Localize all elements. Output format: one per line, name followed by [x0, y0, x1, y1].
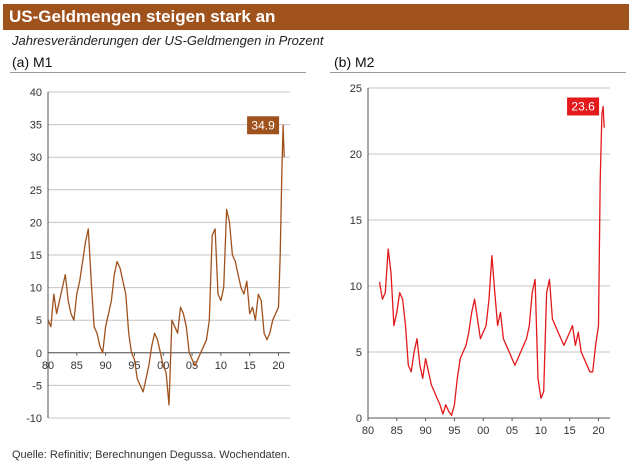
y-tick-label: 40 — [30, 87, 42, 99]
y-tick-label: -5 — [32, 380, 42, 392]
y-tick-label: 0 — [36, 348, 42, 360]
x-tick-label: 15 — [244, 360, 256, 372]
y-tick-label: 20 — [30, 217, 42, 229]
x-tick-label: 10 — [535, 425, 547, 437]
x-tick-label: 05 — [186, 360, 198, 372]
x-tick-label: 95 — [128, 360, 140, 372]
y-tick-label: 35 — [30, 120, 42, 132]
x-tick-label: 85 — [391, 425, 403, 437]
y-tick-label: 0 — [356, 413, 362, 425]
x-tick-label: 05 — [506, 425, 518, 437]
x-tick-label: 20 — [592, 425, 604, 437]
panel-divider-m1 — [10, 72, 306, 73]
y-tick-label: 20 — [350, 149, 362, 161]
source-note: Quelle: Refinitiv; Berechnungen Degussa.… — [12, 449, 291, 461]
y-tick-label: -10 — [26, 413, 42, 425]
x-tick-label: 20 — [272, 360, 284, 372]
x-tick-label: 15 — [564, 425, 576, 437]
panel-divider-m2 — [330, 72, 626, 73]
y-tick-label: 25 — [30, 185, 42, 197]
y-tick-label: 10 — [30, 283, 42, 295]
x-tick-label: 80 — [42, 360, 54, 372]
series-line — [47, 124, 285, 406]
annotation-box — [247, 116, 280, 135]
panel-label-m1: (a) M1 — [12, 54, 53, 70]
x-tick-label: 00 — [477, 425, 489, 437]
series-line — [378, 105, 605, 417]
chart-subtitle: Jahresveränderungen der US-Geldmengen in… — [12, 33, 324, 48]
chart-title: US-Geldmengen steigen stark an — [3, 4, 629, 30]
panel-label-m2: (b) M2 — [334, 54, 375, 70]
annotation-box — [567, 97, 600, 116]
x-tick-label: 85 — [71, 360, 83, 372]
y-tick-label: 15 — [350, 215, 362, 227]
y-tick-label: 5 — [356, 347, 362, 359]
x-tick-label: 90 — [99, 360, 111, 372]
annotation-label: 23.6 — [571, 99, 595, 113]
x-tick-label: 95 — [448, 425, 460, 437]
y-tick-label: 10 — [350, 281, 362, 293]
y-tick-label: 25 — [350, 83, 362, 95]
annotation-label: 34.9 — [251, 118, 275, 132]
x-tick-label: 80 — [362, 425, 374, 437]
y-tick-label: 15 — [30, 250, 42, 262]
x-tick-label: 10 — [215, 360, 227, 372]
x-tick-label: 90 — [419, 425, 431, 437]
y-tick-label: 5 — [36, 315, 42, 327]
y-tick-label: 30 — [30, 152, 42, 164]
